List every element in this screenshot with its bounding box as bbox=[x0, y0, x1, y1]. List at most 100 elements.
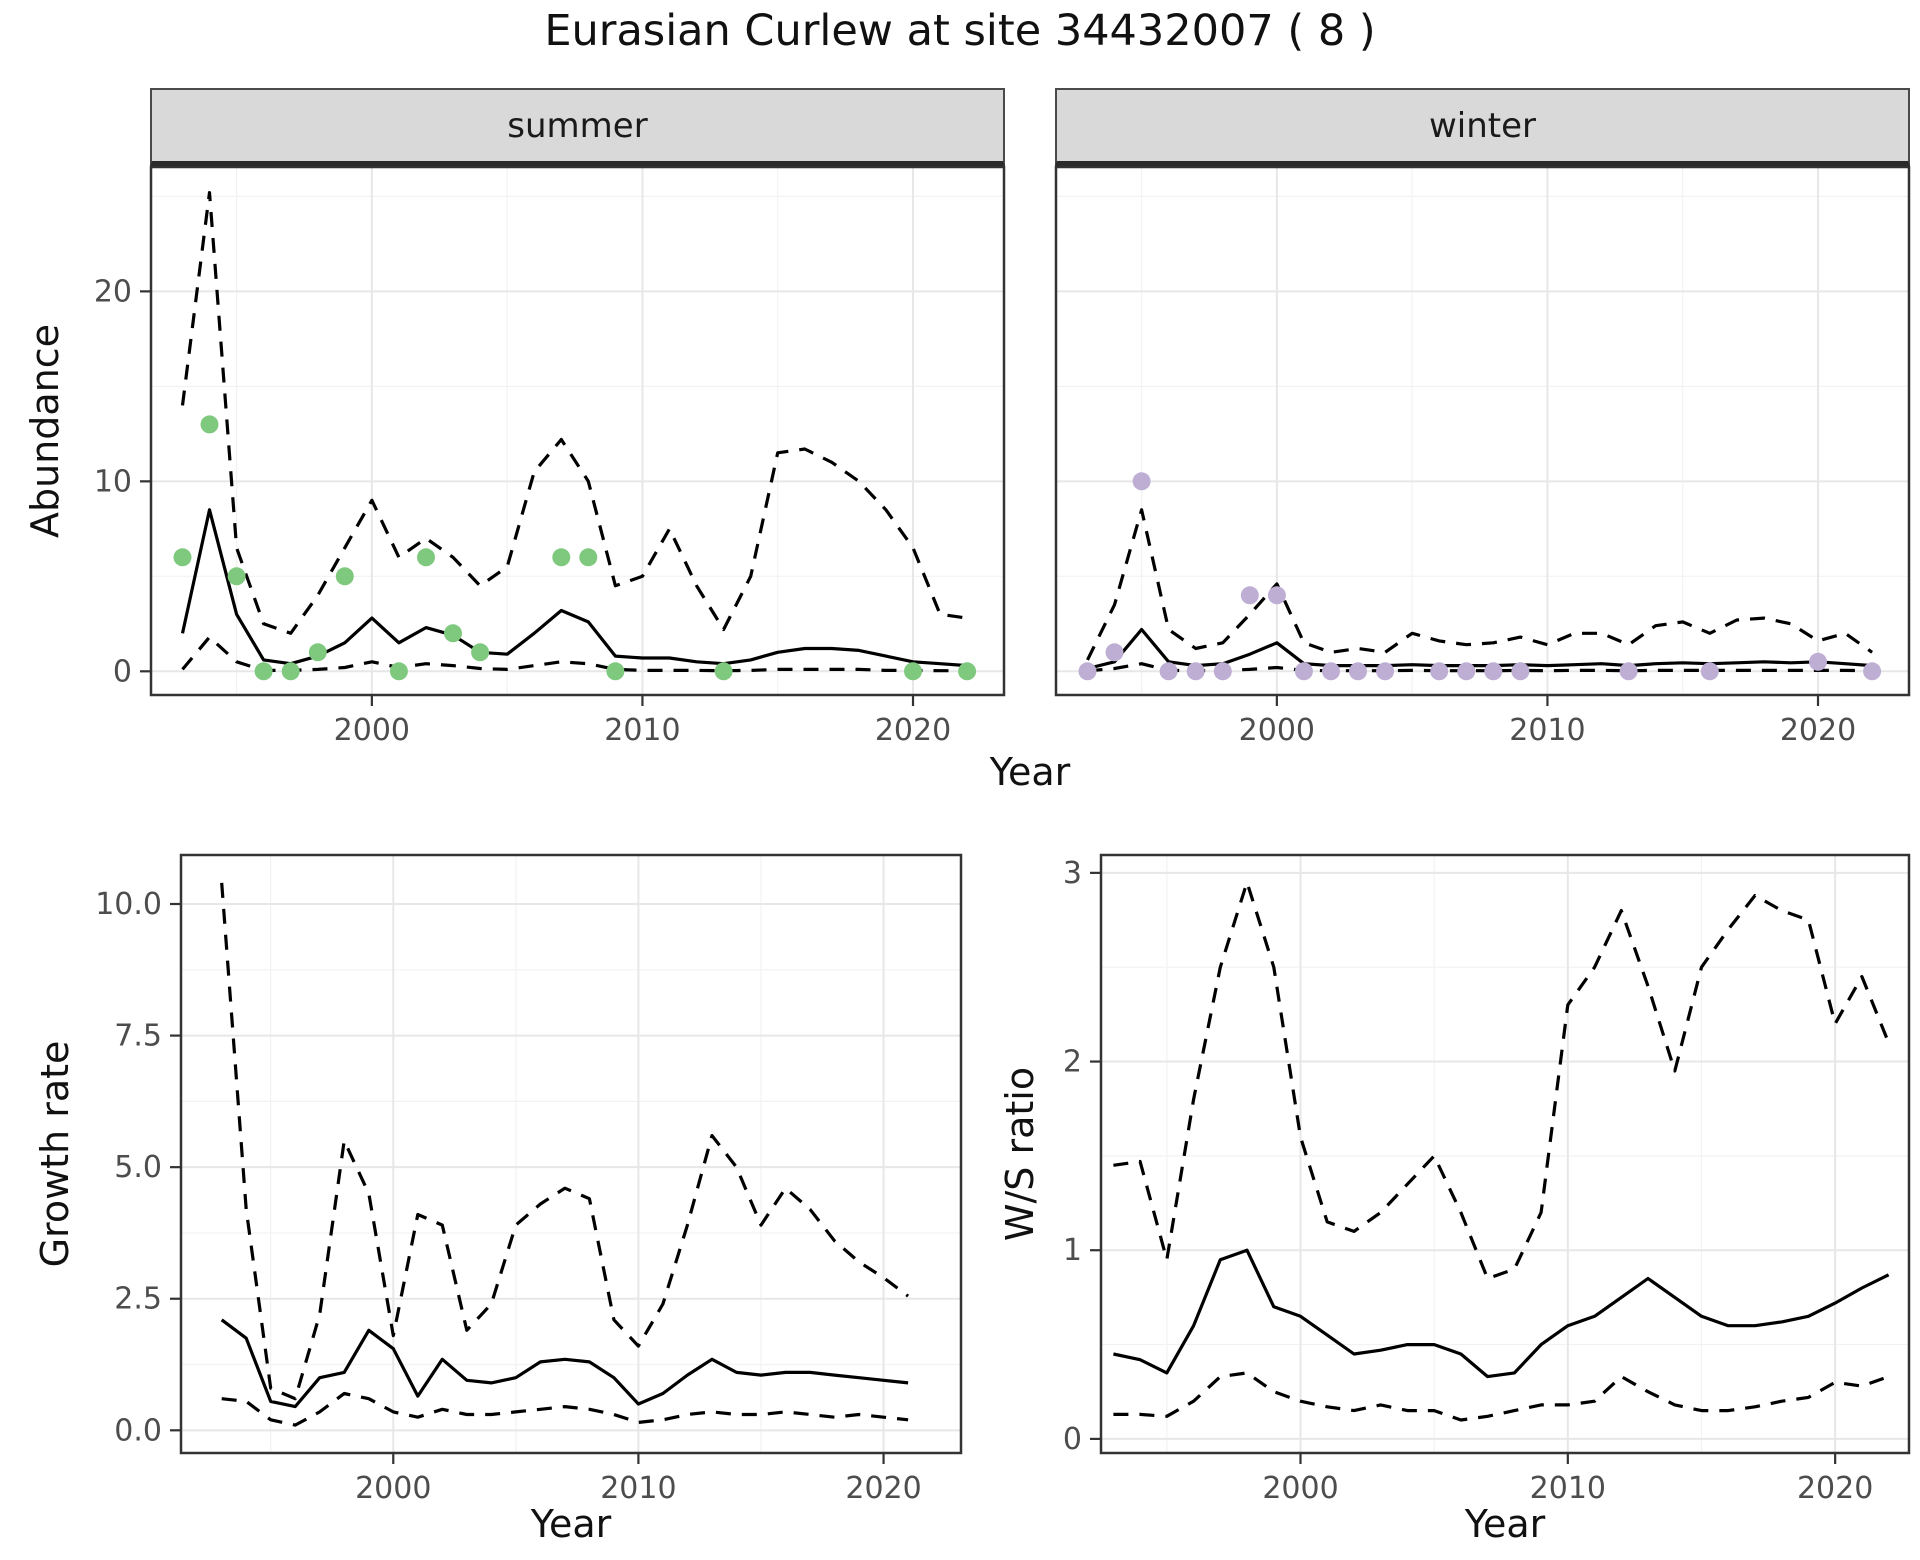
ws-ratio-upper95-line bbox=[1113, 880, 1891, 1281]
data-point bbox=[1159, 662, 1178, 681]
abundance-summer-upper95-line bbox=[180, 191, 968, 635]
ws-ratio-lower95-line bbox=[1113, 1371, 1890, 1422]
facet-strip-winter-label: winter bbox=[1428, 105, 1537, 146]
x-tick-label: 2000 bbox=[1262, 1471, 1338, 1506]
data-point bbox=[1511, 662, 1530, 681]
x-tick-label: 2010 bbox=[1509, 713, 1585, 748]
x-tick-label: 2020 bbox=[1780, 713, 1856, 748]
ws-ratio-axis-title: W/S ratio bbox=[998, 1066, 1042, 1242]
data-point bbox=[281, 662, 300, 681]
y-tick-label: 7.5 bbox=[114, 1019, 162, 1054]
data-point bbox=[1132, 472, 1151, 491]
x-tick-label: 2010 bbox=[604, 713, 680, 748]
panel-grid bbox=[150, 166, 1005, 696]
x-tick-label: 2000 bbox=[355, 1471, 431, 1506]
panel-grid bbox=[1100, 854, 1910, 1454]
data-point bbox=[471, 643, 490, 662]
x-tick-label: 2020 bbox=[845, 1471, 921, 1506]
data-point bbox=[417, 548, 435, 567]
year-axis-title-growth: Year bbox=[530, 1502, 612, 1546]
data-point bbox=[1322, 662, 1340, 681]
growth-rate-lower95-line bbox=[221, 1391, 909, 1427]
y-tick-label: 2.5 bbox=[114, 1282, 162, 1317]
data-point bbox=[254, 662, 273, 681]
data-point bbox=[606, 662, 625, 681]
abundance-summer-fit-line bbox=[180, 508, 968, 668]
y-tick-label: 3 bbox=[1063, 856, 1082, 891]
data-point bbox=[958, 662, 977, 681]
data-point bbox=[1349, 662, 1367, 681]
abundance-winter-panel: 2000 2010 2020 bbox=[1054, 165, 1911, 748]
data-point bbox=[227, 567, 246, 586]
data-point bbox=[1457, 662, 1476, 681]
facet-strip-summer-label: summer bbox=[507, 105, 648, 146]
data-point bbox=[579, 548, 598, 567]
y-tick-label: 1 bbox=[1063, 1233, 1082, 1268]
axis-ticks: 2000 2010 2020 0.0 2.5 5.0 7.5 10.0 bbox=[95, 887, 922, 1506]
facet-strip-winter: winter bbox=[1055, 88, 1910, 166]
y-tick-label: 10.0 bbox=[95, 887, 162, 922]
abundance-summer-panel: 2000 2010 2020 0 10 20 bbox=[94, 165, 1006, 748]
data-point bbox=[308, 643, 327, 662]
data-point bbox=[173, 548, 192, 567]
axis-ticks: 2000 2010 2020 0 10 20 bbox=[94, 274, 951, 748]
facet-strip-summer: summer bbox=[150, 88, 1005, 166]
data-point bbox=[1186, 662, 1205, 681]
abundance-winter-observed-points bbox=[1078, 472, 1882, 681]
data-point bbox=[1240, 586, 1259, 605]
panel-border bbox=[1099, 853, 1911, 1455]
data-point bbox=[1078, 662, 1097, 681]
abundance-summer-lower95-line bbox=[181, 635, 968, 673]
y-tick-label: 5.0 bbox=[114, 1150, 162, 1185]
y-tick-label: 0 bbox=[113, 654, 132, 689]
x-tick-label: 2000 bbox=[334, 713, 410, 748]
data-point bbox=[1267, 586, 1286, 605]
x-tick-label: 2020 bbox=[1797, 1471, 1873, 1506]
data-point bbox=[1213, 662, 1232, 681]
data-point bbox=[552, 548, 571, 567]
panel-border bbox=[149, 165, 1006, 697]
panel-border bbox=[1054, 165, 1911, 697]
y-tick-label: 2 bbox=[1063, 1045, 1082, 1080]
growth-rate-panel: 2000 2010 2020 0.0 2.5 5.0 7.5 10.0 bbox=[95, 853, 963, 1506]
data-point bbox=[714, 662, 733, 681]
ws-ratio-fit-line bbox=[1113, 1248, 1890, 1379]
year-axis-title-top: Year bbox=[989, 750, 1071, 794]
data-point bbox=[1484, 662, 1503, 681]
panel-grid bbox=[1055, 166, 1910, 696]
data-point bbox=[904, 662, 922, 681]
y-tick-label: 10 bbox=[94, 464, 132, 499]
plot-title: Eurasian Curlew at site 34432007 ( 8 ) bbox=[544, 6, 1376, 56]
abundance-summer-observed-points bbox=[173, 415, 977, 681]
y-tick-label: 0 bbox=[1063, 1422, 1082, 1457]
y-tick-label: 20 bbox=[94, 274, 132, 309]
growth-rate-fit-line bbox=[220, 1318, 909, 1409]
growth-rate-axis-title: Growth rate bbox=[33, 1040, 77, 1268]
data-point bbox=[1809, 652, 1827, 671]
abundance-axis-title: Abundance bbox=[23, 323, 67, 539]
growth-rate-upper95-line bbox=[220, 882, 910, 1401]
x-tick-label: 2000 bbox=[1239, 713, 1315, 748]
panel-grid bbox=[180, 854, 962, 1454]
ws-ratio-panel: 2000 2010 2020 0 1 2 3 bbox=[1063, 853, 1911, 1506]
y-tick-label: 0.0 bbox=[114, 1413, 162, 1448]
data-point bbox=[200, 415, 219, 434]
data-point bbox=[1430, 662, 1449, 681]
axis-ticks: 2000 2010 2020 bbox=[1239, 696, 1856, 748]
x-tick-label: 2020 bbox=[875, 713, 951, 748]
data-point bbox=[1863, 662, 1882, 681]
year-axis-title-ws: Year bbox=[1464, 1502, 1546, 1546]
data-point bbox=[1105, 643, 1124, 662]
abundance-winter-upper95-line bbox=[1086, 508, 1874, 661]
data-point bbox=[1376, 662, 1395, 681]
data-point bbox=[1294, 662, 1313, 681]
data-point bbox=[444, 624, 462, 643]
data-point bbox=[335, 567, 354, 586]
x-tick-label: 2010 bbox=[600, 1471, 676, 1506]
data-point bbox=[1700, 662, 1719, 681]
panel-border bbox=[179, 853, 963, 1455]
x-tick-label: 2010 bbox=[1530, 1471, 1606, 1506]
data-point bbox=[389, 662, 408, 681]
data-point bbox=[1619, 662, 1638, 681]
